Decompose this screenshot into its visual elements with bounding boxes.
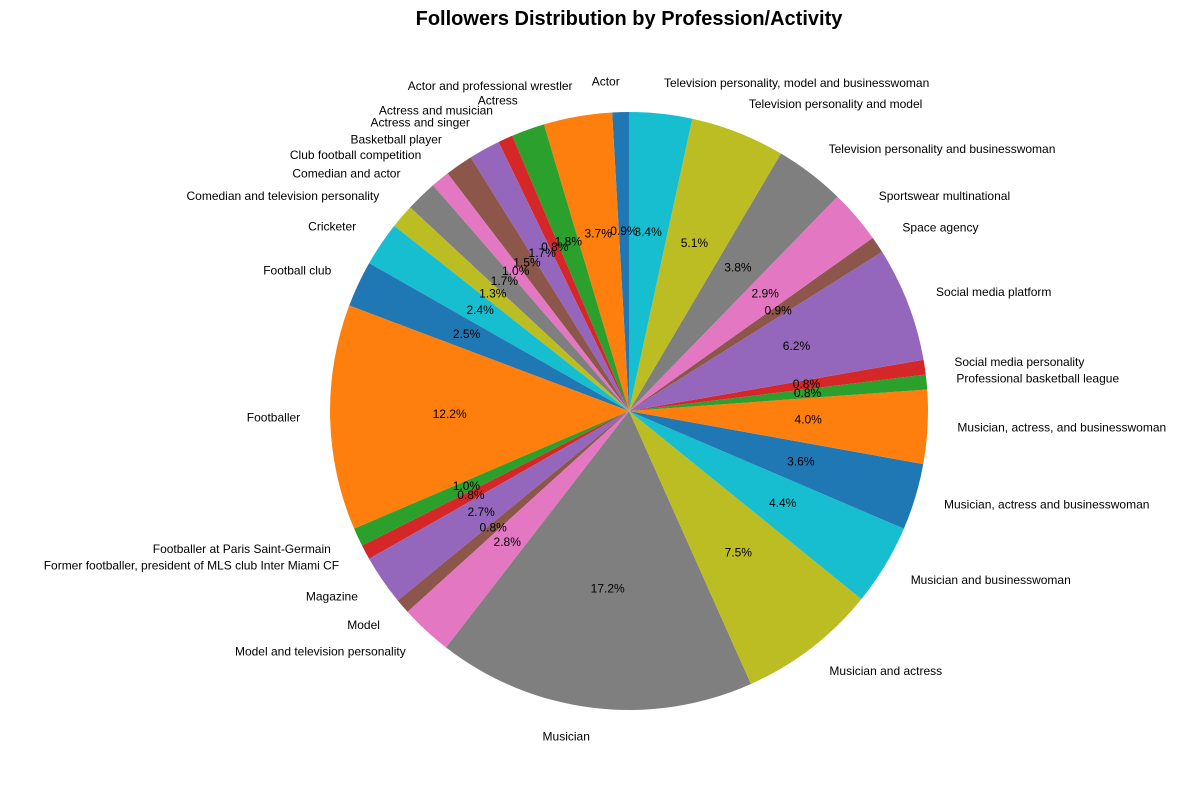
pie-slice (410, 185, 629, 411)
slice-percent-label: 4.0% (794, 413, 822, 427)
slice-percent-label: 0.8% (793, 377, 821, 391)
pie-slice (629, 196, 873, 411)
pie-slice (447, 157, 629, 411)
slice-percent-label: 3.7% (585, 226, 613, 240)
slice-percent-label: 17.2% (591, 581, 625, 595)
pie-slice (629, 112, 693, 411)
pie-slice (629, 251, 924, 411)
slice-label: Former footballer, president of MLS club… (44, 559, 339, 573)
slice-percent-label: 0.9% (610, 224, 638, 238)
slice-label: Basketball player (351, 133, 442, 147)
slice-percent-label: 1.5% (513, 256, 541, 270)
slice-label: Actor (592, 74, 620, 88)
slice-percent-label: 1.7% (491, 274, 519, 288)
slice-percent-label: 0.8% (457, 488, 485, 502)
pie-slice (407, 411, 629, 648)
slice-label: Actor and professional wrestler (408, 79, 573, 93)
slice-label: Musician and businesswoman (911, 573, 1071, 587)
pie-slice (629, 118, 781, 412)
slice-percent-label: 1.3% (479, 286, 507, 300)
pie-slice (629, 411, 904, 600)
slice-label: Professional basketball league (956, 371, 1119, 385)
pie-slice (349, 263, 629, 411)
pie-slice (543, 112, 629, 411)
slice-label: Television personality and businesswoman (829, 142, 1056, 156)
slice-percent-label: 1.0% (453, 479, 481, 493)
slice-percent-label: 1.8% (555, 234, 583, 248)
slice-label: Musician and actress (829, 664, 942, 678)
pie-slice (629, 153, 838, 412)
slice-percent-label: 2.9% (752, 286, 780, 300)
slice-percent-label: 6.2% (783, 339, 811, 353)
slice-label: Social media platform (936, 285, 1051, 299)
pie-slice (397, 411, 629, 612)
slice-percent-label: 0.8% (541, 240, 569, 254)
slice-label: Actress and musician (379, 104, 493, 118)
slice-label: Comedian and actor (292, 167, 400, 181)
slice-label: Social media personality (954, 355, 1084, 369)
slice-percent-label: 0.8% (794, 386, 822, 400)
pie-slice (498, 135, 629, 411)
slice-percent-label: 12.2% (433, 407, 467, 421)
pie-slice (433, 173, 629, 411)
slice-percent-label: 2.7% (467, 505, 495, 519)
slice-percent-label: 0.8% (479, 520, 507, 534)
slice-label: Model and television personality (235, 645, 406, 659)
slice-label: Space agency (902, 220, 978, 234)
slice-percent-label: 3.4% (634, 225, 662, 239)
pie-slice (369, 225, 629, 411)
slice-percent-label: 4.4% (769, 496, 797, 510)
pie-slice (629, 359, 926, 411)
pie-slice (470, 141, 629, 411)
slice-label: Comedian and television personality (186, 189, 379, 203)
slice-label: Musician (543, 730, 590, 744)
pie-slice (629, 411, 862, 684)
slice-label: Television personality and model (749, 97, 922, 111)
pie-slice (329, 305, 629, 529)
slice-label: Cricketer (308, 219, 356, 233)
slice-label: Musician, actress, and businesswoman (957, 421, 1166, 435)
slice-percent-label: 2.8% (494, 535, 522, 549)
slice-percent-label: 1.7% (529, 246, 557, 260)
slice-label: Club football competition (290, 148, 421, 162)
slice-label: Model (347, 618, 380, 632)
pie-slice (612, 112, 629, 411)
slice-label: Footballer at Paris Saint-Germain (153, 542, 331, 556)
pie-slice (446, 411, 751, 711)
pie-slice (629, 374, 928, 411)
pie-slice (394, 207, 629, 411)
slice-label: Magazine (306, 589, 358, 603)
slice-label: Actress and singer (371, 115, 470, 129)
slice-label: Musician, actress and businesswoman (944, 498, 1149, 512)
slice-percent-label: 5.1% (681, 236, 709, 250)
slice-percent-label: 2.4% (467, 303, 495, 317)
slice-percent-label: 1.0% (502, 264, 530, 278)
pie-slice (369, 411, 629, 601)
slice-label: Television personality, model and busine… (664, 76, 929, 90)
pie-slice (354, 411, 629, 546)
pie-slice (362, 411, 629, 559)
chart-title: Followers Distribution by Profession/Act… (415, 8, 843, 30)
pie-slice (629, 389, 928, 465)
pie-slice (629, 411, 924, 529)
slice-label: Football club (263, 263, 331, 277)
slice-percent-label: 0.9% (764, 303, 792, 317)
slice-label: Actress (478, 94, 518, 108)
slice-percent-label: 2.5% (453, 327, 481, 341)
slice-label: Footballer (247, 410, 300, 424)
pie-slice (512, 124, 629, 411)
pie-slice (629, 237, 883, 411)
slice-percent-label: 3.8% (724, 261, 752, 275)
slice-label: Sportswear multinational (879, 189, 1010, 203)
slice-percent-label: 3.6% (787, 455, 815, 469)
slice-percent-label: 7.5% (725, 545, 753, 559)
